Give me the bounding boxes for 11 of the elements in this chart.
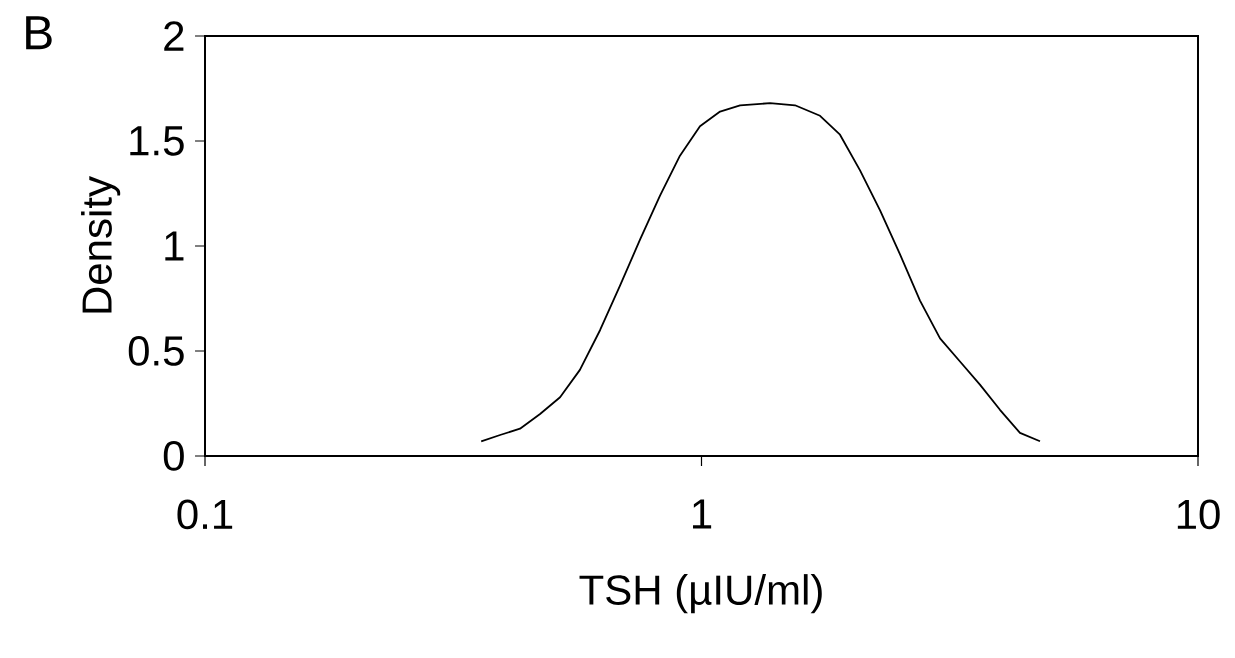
x-axis-title: TSH (µIU/ml)	[579, 574, 822, 614]
chart-title: B	[26, 16, 52, 50]
x-tick-label: 0.1	[177, 499, 233, 530]
x-tick-label: 1	[693, 499, 712, 529]
y-axis-title: Density	[81, 176, 121, 313]
y-tick-label: 0	[163, 441, 184, 471]
x-tick-label: 10	[1177, 499, 1220, 530]
y-tick-label: 1.5	[130, 126, 184, 156]
y-tick-label: 0.5	[128, 336, 184, 366]
y-tick-label: 1	[165, 231, 184, 261]
y-tick-label: 2	[164, 21, 184, 51]
